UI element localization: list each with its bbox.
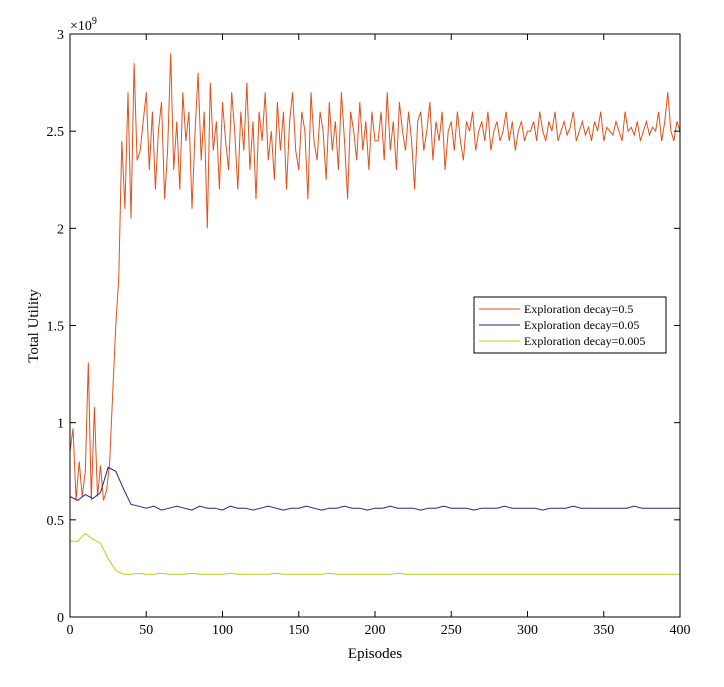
y-tick-label: 0	[57, 611, 64, 626]
y-axis-label: Total Utility	[26, 289, 42, 363]
y-tick-label: 2.5	[47, 125, 65, 140]
legend-entry: Exploration decay=0.5	[524, 302, 633, 316]
series-line-0	[69, 53, 681, 501]
y-tick-label: 1.5	[47, 320, 65, 335]
x-axis-label: Episodes	[348, 646, 402, 662]
x-tick-label: 350	[593, 623, 614, 638]
legend: Exploration decay=0.5 Exploration decay=0…	[473, 296, 667, 354]
x-tick-label: 50	[139, 623, 153, 638]
legend-entry: Exploration decay=0.005	[524, 334, 645, 348]
x-tick-label: 250	[441, 623, 462, 638]
y-tick-label: 3	[57, 28, 64, 43]
y-tick-label: 1	[57, 417, 64, 432]
x-tick-label: 200	[365, 623, 386, 638]
series-line-1	[69, 466, 680, 511]
y-tick-label: 2	[57, 222, 64, 237]
x-tick-label: 100	[212, 623, 233, 638]
y-tick-label: 0.5	[47, 514, 65, 529]
x-tick-label: 400	[670, 623, 691, 638]
y-exponent-label: ×109	[70, 16, 97, 34]
series-line-2	[70, 532, 680, 575]
x-tick-label: 0	[67, 623, 74, 638]
x-tick-label: 150	[288, 623, 309, 638]
legend-entry: Exploration decay=0.05	[524, 318, 639, 332]
x-tick-label: 300	[517, 623, 538, 638]
